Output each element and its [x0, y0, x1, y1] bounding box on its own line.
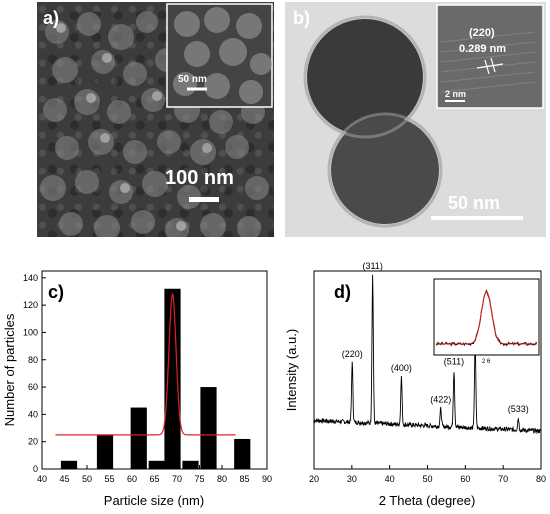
- inset-spacing-label: 0.289 nm: [459, 43, 506, 55]
- x-axis-label: Particle size (nm): [104, 493, 204, 508]
- panel-label-c: c): [48, 282, 64, 302]
- y-tick-label: 0: [33, 464, 38, 474]
- particle-size-histogram: 0 20 40 60 80 100 120 140 40 45 50 55 60 65 70 75 80 85 9…: [2, 270, 272, 508]
- histogram-bar: [234, 438, 251, 469]
- particle-upper: [307, 19, 423, 135]
- peak-label: (422): [430, 395, 451, 405]
- gaussian-fit-line: [55, 292, 236, 436]
- xrd-pattern-chart: 20 30 40 50 60 70 80 (220) (311) (400) (422) (511)…: [284, 262, 546, 508]
- y-tick-label: 20: [28, 437, 38, 447]
- scale-bar-label: 100 nm: [165, 167, 234, 189]
- x-axis-label: 2 Theta (degree): [379, 493, 476, 508]
- tem-image-panel: (220) 0.289 nm 2 nm 50 nm b): [285, 2, 546, 237]
- sem-image-panel: 50 nm 100 nm a): [37, 2, 274, 237]
- x-tick-label: 90: [262, 474, 272, 484]
- inset-plane-label: (220): [469, 27, 495, 39]
- x-tick-label: 20: [309, 474, 319, 484]
- inset-fit-line: [436, 290, 537, 345]
- histogram-bar: [148, 460, 165, 469]
- histogram-bar: [200, 387, 217, 469]
- inset-scale-bar-label: 50 nm: [178, 74, 207, 85]
- y-tick-label: 60: [28, 382, 38, 392]
- xrd-pattern-line: [313, 274, 542, 435]
- x-tick-label: 50: [422, 474, 432, 484]
- x-tick-label: 70: [172, 474, 182, 484]
- peak-label: (511): [444, 357, 464, 367]
- inset-data-line: [435, 288, 537, 347]
- panel-label-a: a): [43, 8, 59, 28]
- sem-image: 50 nm 100 nm a): [40, 3, 273, 237]
- y-axis-label: Number of particles: [2, 313, 17, 426]
- x-tick-label: 80: [536, 474, 546, 484]
- x-tick-label: 70: [498, 474, 508, 484]
- y-tick-label: 100: [23, 327, 38, 337]
- tem-image: (220) 0.289 nm 2 nm 50 nm b): [285, 2, 546, 237]
- plot-frame: [41, 270, 268, 470]
- histogram-bar: [182, 460, 199, 469]
- peak-label: (533): [508, 404, 529, 414]
- x-tick-label: 40: [37, 474, 47, 484]
- histogram-bar: [164, 288, 181, 469]
- x-tick-label: 30: [347, 474, 357, 484]
- y-tick-label: 140: [23, 273, 38, 283]
- histogram-bar: [96, 434, 114, 469]
- y-tick-label: 120: [23, 300, 38, 310]
- panel-label-d: d): [334, 282, 351, 302]
- x-tick-label: 85: [239, 474, 249, 484]
- inset-x-axis-label: 2 θ: [482, 359, 491, 365]
- x-tick-label: 55: [104, 474, 114, 484]
- x-tick-label: 45: [59, 474, 69, 484]
- scale-bar: [431, 216, 523, 220]
- y-axis-label: Intensity (a.u.): [284, 329, 299, 411]
- scale-bar: [189, 197, 219, 202]
- peak-label: (400): [391, 363, 412, 373]
- peak-label: (311): [362, 262, 382, 271]
- histogram-bar: [130, 407, 147, 469]
- y-tick-label: 80: [28, 355, 38, 365]
- peak-label: (220): [342, 349, 363, 359]
- x-tick-label: 65: [149, 474, 159, 484]
- x-tick-label: 80: [217, 474, 227, 484]
- x-tick-label: 75: [194, 474, 204, 484]
- particle-lower: [331, 116, 439, 224]
- x-tick-label: 50: [82, 474, 92, 484]
- panel-label-b: b): [293, 8, 310, 28]
- x-tick-label: 60: [460, 474, 470, 484]
- x-tick-label: 40: [385, 474, 395, 484]
- y-tick-label: 40: [28, 409, 38, 419]
- inset-scale-bar-label: 2 nm: [445, 89, 466, 99]
- scale-bar-label: 50 nm: [448, 193, 500, 213]
- x-tick-label: 60: [127, 474, 137, 484]
- histogram-bar: [60, 460, 78, 469]
